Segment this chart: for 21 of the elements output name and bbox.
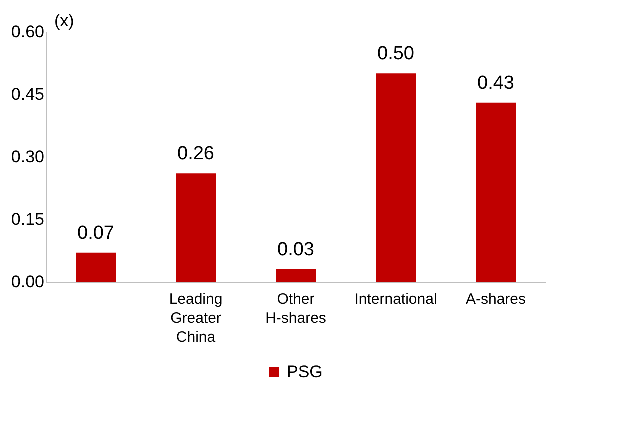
data-label: 0.07	[78, 222, 114, 244]
y-tick-label: 0.15	[11, 210, 44, 229]
legend-label: PSG	[287, 362, 323, 382]
bar	[276, 270, 316, 282]
y-tick-label: 0.45	[11, 85, 44, 104]
y-axis-title: (x)	[54, 12, 74, 30]
data-label: 0.50	[378, 44, 414, 65]
x-tick-label: International	[354, 291, 438, 308]
data-label: 0.03	[278, 240, 314, 260]
x-tick-label: Leading Greater China	[169, 291, 223, 346]
y-tick-label: 0.00	[11, 272, 44, 292]
x-tick-label: Other H-shares	[266, 291, 326, 327]
y-tick-label: 0.60	[11, 22, 44, 42]
x-tick-label: A-shares	[466, 291, 526, 308]
data-label: 0.26	[178, 144, 214, 165]
y-tick-label: 0.30	[11, 148, 44, 166]
bar	[176, 174, 216, 282]
bar	[476, 102, 516, 282]
bar	[376, 74, 416, 282]
bar	[76, 252, 116, 282]
data-label: 0.43	[478, 72, 514, 94]
